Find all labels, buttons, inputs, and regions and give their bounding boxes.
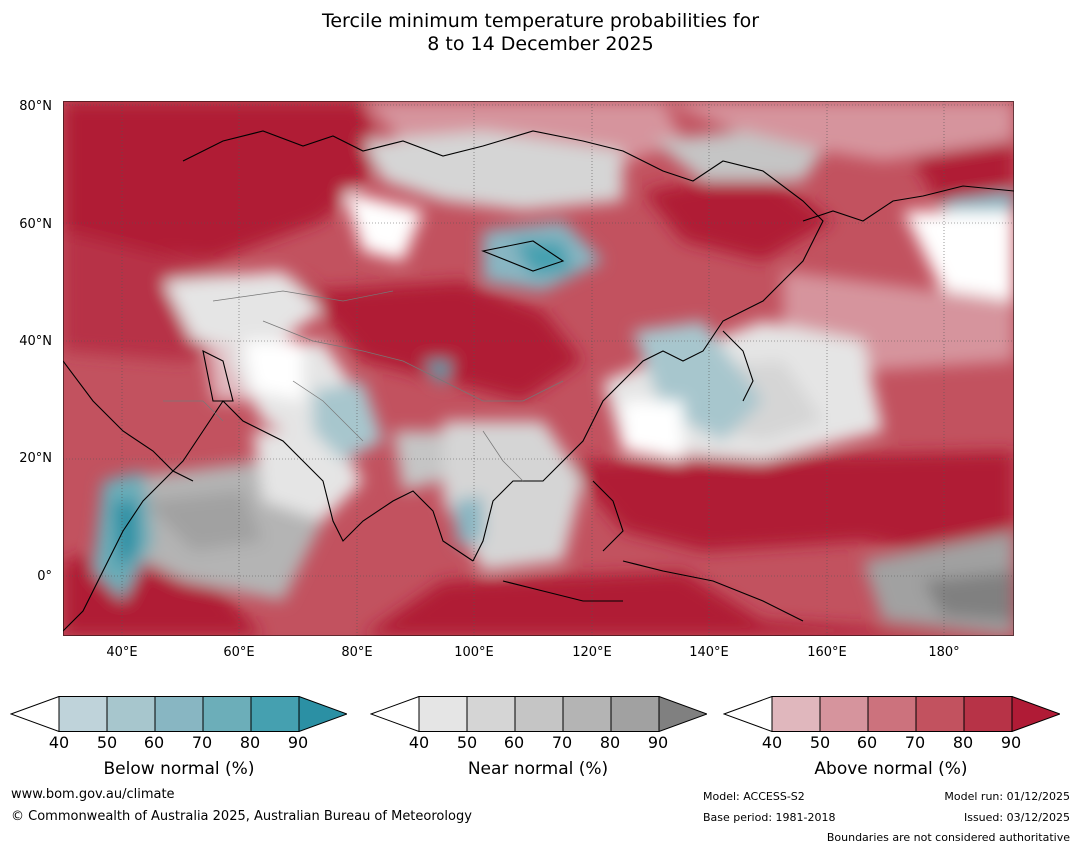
model-info: Model: ACCESS-S2 xyxy=(703,790,805,803)
colorbar-high-extend xyxy=(1011,696,1060,732)
map-canvas xyxy=(63,101,1014,636)
colorbar-below xyxy=(10,696,347,732)
tick: 40 xyxy=(48,733,70,752)
footer-copyright: © Commonwealth of Australia 2025, Austra… xyxy=(11,809,472,824)
chart-title-line2: 8 to 14 December 2025 xyxy=(427,33,654,55)
lon-label-140e: 140°E xyxy=(689,645,729,660)
colorbar-segment xyxy=(514,696,564,732)
colorbar-segment xyxy=(819,696,869,732)
tick: 90 xyxy=(287,733,309,752)
lat-label-80n: 80°N xyxy=(19,99,52,114)
tick: 90 xyxy=(1000,733,1022,752)
tick: 80 xyxy=(239,733,261,752)
tick: 50 xyxy=(809,733,831,752)
colorbar-segment xyxy=(562,696,612,732)
footer-url: www.bom.gov.au/climate xyxy=(11,787,175,802)
colorbar-segment xyxy=(867,696,917,732)
lat-label-60n: 60°N xyxy=(19,217,52,232)
colorbar-segment xyxy=(963,696,1013,732)
probability-field xyxy=(63,101,1014,636)
tick: 80 xyxy=(952,733,974,752)
lon-label-40e: 40°E xyxy=(106,645,138,660)
tick: 40 xyxy=(408,733,430,752)
lon-label-160e: 160°E xyxy=(807,645,847,660)
colorbar-segment xyxy=(106,696,156,732)
tick: 60 xyxy=(856,733,878,752)
tick: 50 xyxy=(456,733,478,752)
colorbar-segment xyxy=(250,696,300,732)
colorbar-segment xyxy=(915,696,965,732)
colorbar-segment xyxy=(154,696,204,732)
tick: 70 xyxy=(551,733,573,752)
probability-map xyxy=(63,101,1014,636)
chart-title-line1: Tercile minimum temperature probabilitie… xyxy=(321,10,760,32)
tick: 50 xyxy=(96,733,118,752)
colorbar-above xyxy=(723,696,1060,732)
colorbar-high-extend xyxy=(658,696,707,732)
boundaries-disclaimer: Boundaries are not considered authoritat… xyxy=(826,831,1070,844)
lon-label-100e: 100°E xyxy=(454,645,494,660)
colorbar-low-extend xyxy=(723,696,773,732)
colorbar-low-extend xyxy=(10,696,60,732)
colorbar-segment xyxy=(202,696,252,732)
lon-label-180: 180° xyxy=(928,645,960,660)
lon-label-60e: 60°E xyxy=(223,645,255,660)
colorbar-near-title: Near normal (%) xyxy=(467,759,609,779)
lat-label-20n: 20°N xyxy=(19,451,52,466)
tick: 60 xyxy=(143,733,165,752)
colorbar-above-title: Above normal (%) xyxy=(814,759,968,779)
colorbar-segment xyxy=(610,696,660,732)
tick: 90 xyxy=(647,733,669,752)
tick: 60 xyxy=(503,733,525,752)
tick: 40 xyxy=(761,733,783,752)
model-run-date: Model run: 01/12/2025 xyxy=(944,790,1070,803)
colorbar-near xyxy=(370,696,707,732)
tick: 80 xyxy=(599,733,621,752)
base-period-info: Base period: 1981-2018 xyxy=(703,811,836,824)
lat-label-0: 0° xyxy=(37,569,52,584)
tick: 70 xyxy=(904,733,926,752)
colorbar-segment xyxy=(58,696,108,732)
graticule xyxy=(63,101,1014,636)
coastlines xyxy=(63,130,1014,632)
colorbar-below-title: Below normal (%) xyxy=(103,759,255,779)
lon-label-80e: 80°E xyxy=(341,645,373,660)
colorbar-segment xyxy=(771,696,821,732)
colorbar-low-extend xyxy=(370,696,420,732)
lat-label-40n: 40°N xyxy=(19,334,52,349)
colorbar-high-extend xyxy=(298,696,347,732)
country-boundaries xyxy=(163,290,564,482)
colorbar-segment xyxy=(418,696,468,732)
colorbar-segment xyxy=(466,696,516,732)
lon-label-120e: 120°E xyxy=(572,645,612,660)
tick: 70 xyxy=(191,733,213,752)
issued-date: Issued: 03/12/2025 xyxy=(963,811,1070,824)
